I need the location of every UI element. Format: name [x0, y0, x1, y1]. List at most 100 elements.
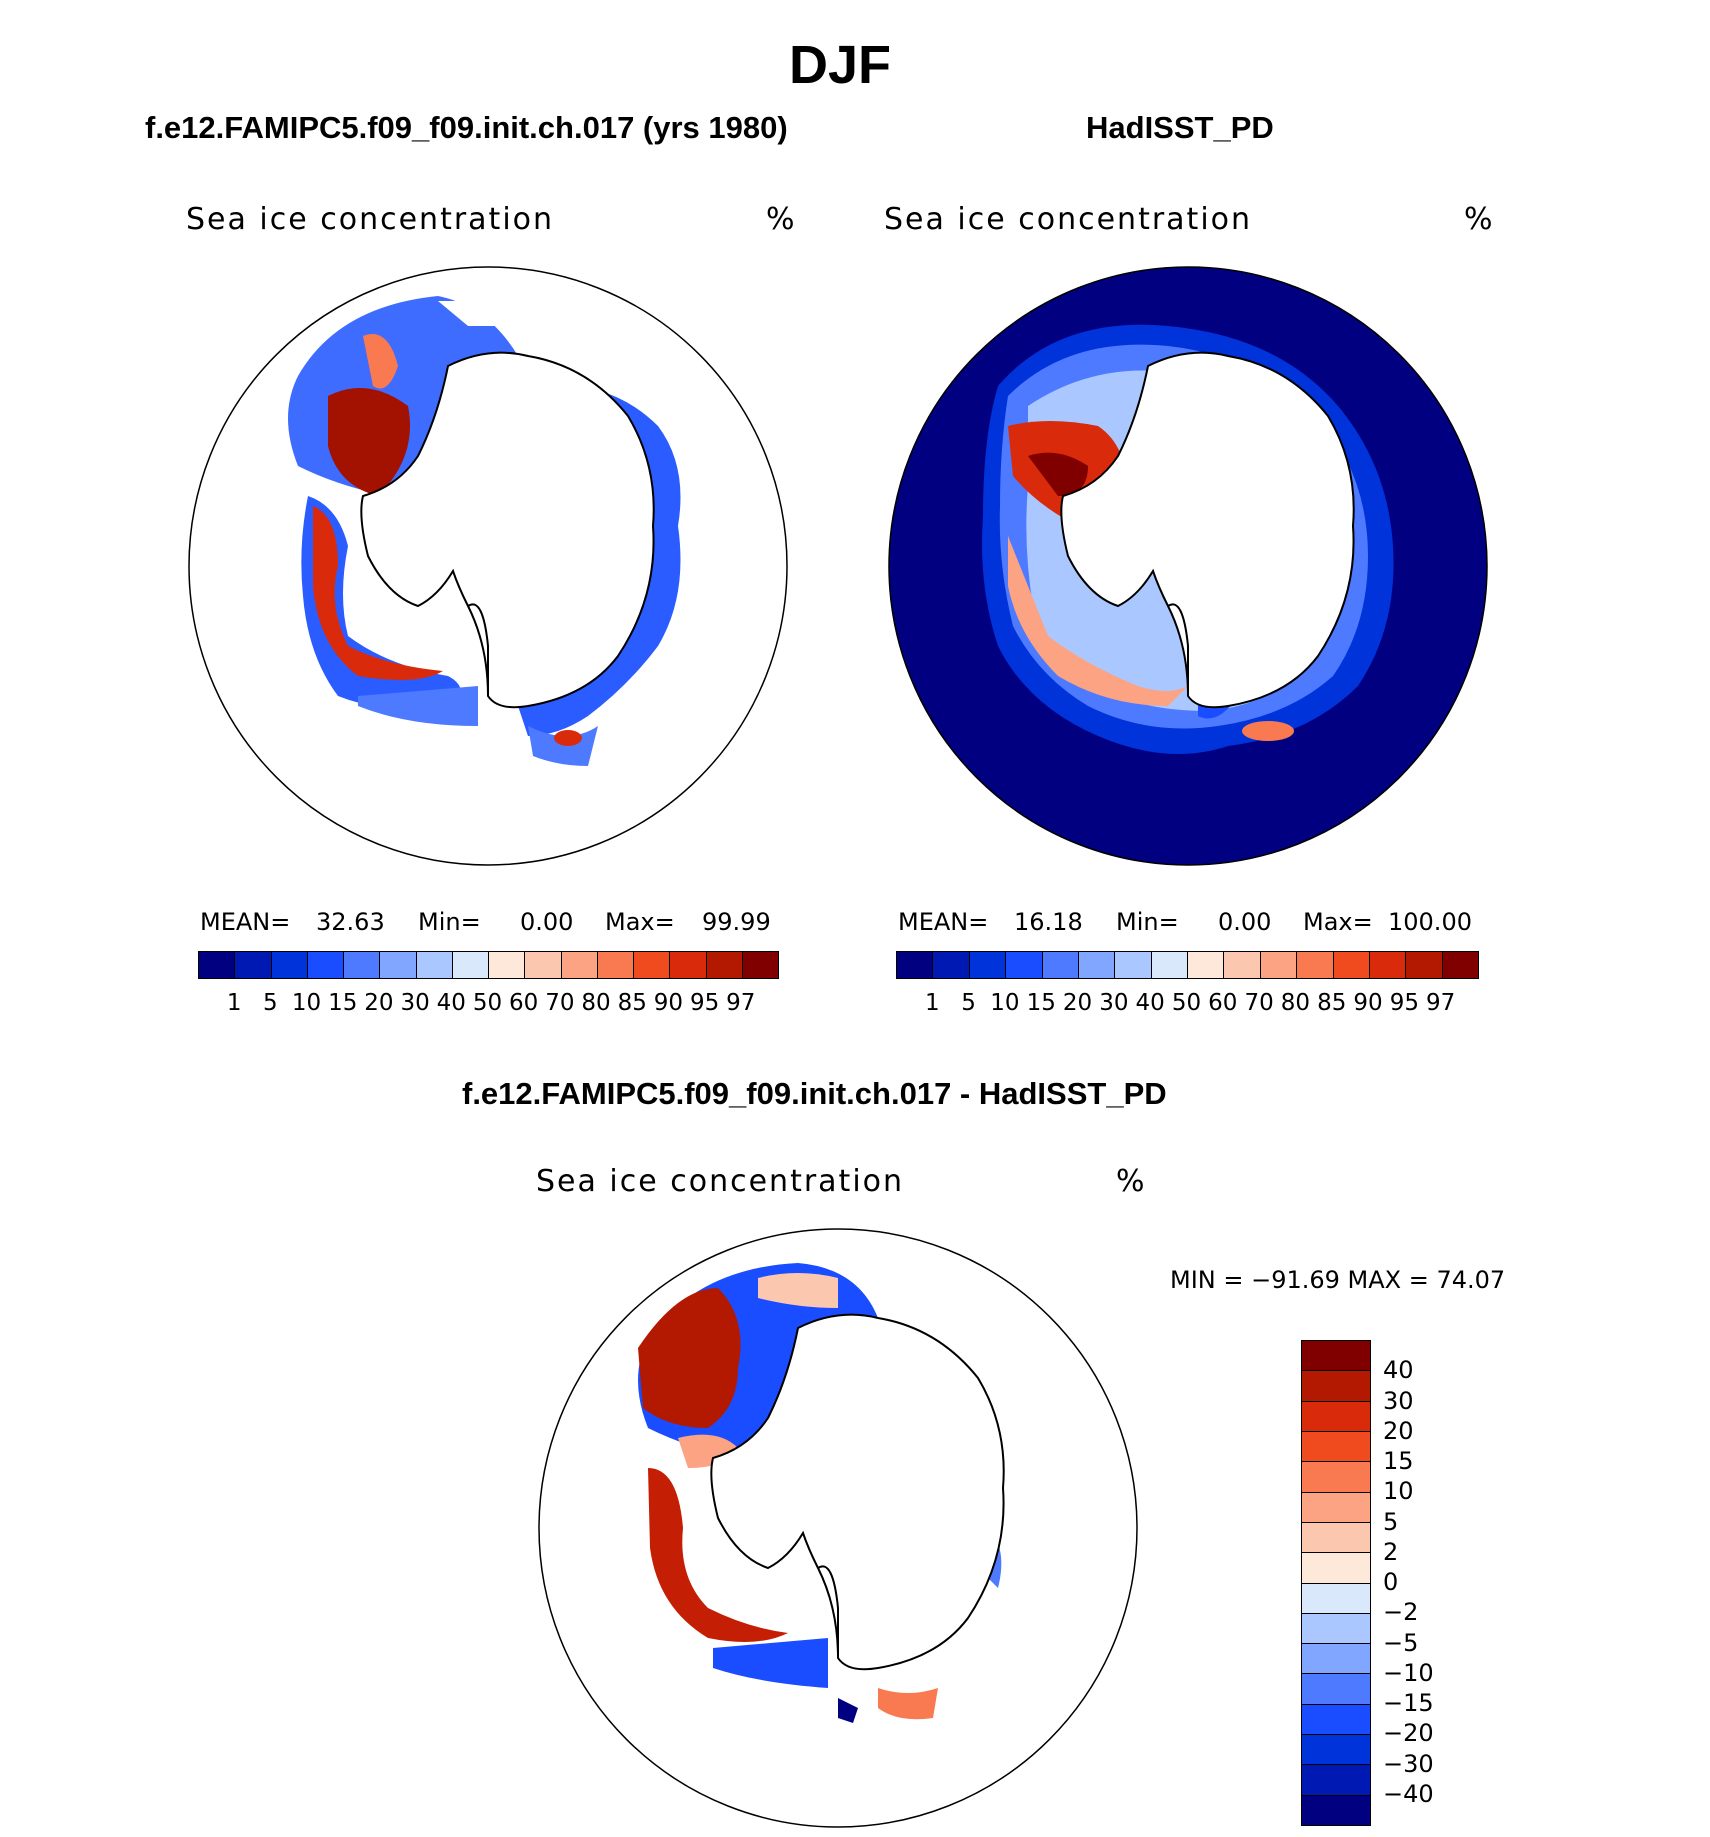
- diff-colorbar-tick-label: −20: [1383, 1719, 1434, 1748]
- model-min-label: Min=: [418, 908, 481, 936]
- obs-colorbar-tick-label: 40: [1135, 990, 1165, 1016]
- model-variable-label: Sea ice concentration: [186, 202, 555, 237]
- model-colorbar-tick-label: 50: [472, 990, 503, 1016]
- diff-colorbar-tick-label: 2: [1383, 1537, 1399, 1566]
- model-colorbar-segment: [380, 952, 417, 978]
- model-colorbar-segment: [489, 952, 526, 978]
- obs-colorbar: [896, 951, 1479, 979]
- diff-colorbar-segment: [1302, 1583, 1370, 1614]
- diff-colorbar-segment: [1302, 1371, 1370, 1402]
- model-colorbar-tick-label: 1: [226, 990, 242, 1016]
- model-colorbar-tick-label: 70: [545, 990, 575, 1016]
- model-weddell-core: [328, 388, 410, 496]
- diff-minmax: MIN = −91.69 MAX = 74.07: [1170, 1266, 1506, 1294]
- diff-colorbar-tick-label: −30: [1383, 1749, 1434, 1778]
- diff-colorbar-segment: [1302, 1704, 1370, 1736]
- model-colorbar-tick-label: 95: [689, 990, 720, 1016]
- model-panel-title: f.e12.FAMIPC5.f09_f09.init.ch.017 (yrs 1…: [145, 110, 788, 145]
- obs-colorbar-segment: [1078, 952, 1116, 978]
- model-colorbar-tick-label: 60: [509, 990, 539, 1016]
- model-colorbar-segment: [235, 952, 272, 978]
- obs-colorbar-tick-label: 5: [961, 990, 976, 1016]
- diff-colorbar-segment: [1302, 1765, 1370, 1796]
- model-colorbar-segment: [706, 952, 743, 978]
- model-colorbar: [198, 951, 779, 979]
- diff-weddell-positive: [638, 1288, 741, 1428]
- model-colorbar-segment: [634, 952, 671, 978]
- model-colorbar-segment: [271, 952, 308, 978]
- model-colorbar-tick-label: 90: [653, 990, 684, 1016]
- obs-colorbar-segment: [1297, 952, 1334, 978]
- obs-colorbar-segment: [969, 952, 1007, 978]
- obs-colorbar-tick-label: 1: [924, 990, 940, 1016]
- diff-colorbar-tick-label: 5: [1383, 1507, 1399, 1536]
- obs-colorbar-segment: [1115, 952, 1152, 978]
- diff-colorbar-segment: [1302, 1613, 1370, 1645]
- obs-colorbar-segment: [1042, 952, 1079, 978]
- model-colorbar-segment: [307, 952, 344, 978]
- model-colorbar-tick-label: 40: [436, 990, 466, 1016]
- diff-colorbar-segment: [1302, 1431, 1370, 1463]
- obs-mean-value: 16.18: [1014, 908, 1083, 936]
- model-colorbar-tick-label: 80: [581, 990, 611, 1016]
- diff-colorbar-tick-label: 20: [1383, 1416, 1414, 1445]
- model-mean-label: MEAN=: [200, 908, 291, 936]
- diff-colorbar-segment: [1302, 1341, 1370, 1372]
- diff-panel-title: f.e12.FAMIPC5.f09_f09.init.ch.017 - HadI…: [462, 1076, 1167, 1111]
- model-max-value: 99.99: [702, 908, 771, 936]
- model-polar-map: [188, 266, 788, 866]
- obs-units-label: %: [1464, 202, 1495, 237]
- obs-colorbar-ticks: 1 5 10 15 20 30 40 50 60 70 80 85 90 95 97: [896, 990, 1477, 1020]
- model-colorbar-tick-label: 10: [291, 990, 322, 1016]
- obs-colorbar-tick-label: 20: [1062, 990, 1093, 1016]
- obs-colorbar-tick-label: 95: [1389, 990, 1420, 1016]
- model-colorbar-segment: [199, 952, 236, 978]
- model-colorbar-segment: [670, 952, 707, 978]
- diff-colorbar-segment: [1302, 1553, 1370, 1584]
- diff-colorbar-segment: [1302, 1644, 1370, 1675]
- diff-colorbar-segment: [1302, 1795, 1370, 1825]
- diff-colorbar-segment: [1302, 1462, 1370, 1493]
- model-colorbar-segment: [742, 952, 778, 978]
- model-colorbar-segment: [416, 952, 453, 978]
- diff-colorbar-tick-label: −40: [1383, 1779, 1434, 1808]
- model-colorbar-segment: [452, 952, 489, 978]
- obs-colorbar-tick-label: 60: [1208, 990, 1238, 1016]
- obs-colorbar-segment: [1260, 952, 1298, 978]
- model-mean-value: 32.63: [316, 908, 385, 936]
- model-units-label: %: [766, 202, 797, 237]
- obs-mean-label: MEAN=: [898, 908, 989, 936]
- diff-variable-label: Sea ice concentration: [536, 1164, 905, 1199]
- obs-panel-title: HadISST_PD: [1086, 110, 1274, 145]
- diff-colorbar-tick-label: 40: [1383, 1356, 1414, 1385]
- obs-min-label: Min=: [1116, 908, 1179, 936]
- diff-colorbar-tick-label: −10: [1383, 1658, 1434, 1687]
- diff-colorbar-tick-label: 10: [1383, 1477, 1414, 1506]
- obs-colorbar-segment: [1151, 952, 1188, 978]
- diff-colorbar-tick-label: −2: [1383, 1598, 1419, 1627]
- diff-colorbar-tick-label: 0: [1383, 1568, 1399, 1596]
- model-min-value: 0.00: [520, 908, 574, 936]
- model-colorbar-tick-label: 97: [726, 990, 756, 1016]
- model-colorbar-tick-label: 15: [328, 990, 358, 1016]
- obs-colorbar-tick-label: 10: [990, 990, 1020, 1016]
- model-colorbar-segment: [597, 952, 634, 978]
- model-colorbar-tick-label: 20: [364, 990, 394, 1016]
- diff-colorbar-segment: [1302, 1401, 1370, 1432]
- diff-colorbar-tick-label: 15: [1383, 1447, 1414, 1475]
- obs-colorbar-segment: [1442, 952, 1478, 978]
- obs-colorbar-tick-label: 80: [1280, 990, 1311, 1016]
- model-colorbar-tick-label: 85: [617, 990, 647, 1016]
- obs-colorbar-segment: [1006, 952, 1043, 978]
- obs-colorbar-segment: [1333, 952, 1370, 978]
- model-colorbar-tick-label: 30: [400, 990, 430, 1016]
- diff-colorbar-segment: [1302, 1735, 1370, 1766]
- model-colorbar-segment: [561, 952, 598, 978]
- obs-colorbar-tick-label: 30: [1099, 990, 1129, 1016]
- obs-colorbar-tick-label: 70: [1244, 990, 1274, 1016]
- diff-polar-map: [538, 1228, 1138, 1828]
- obs-colorbar-segment: [1406, 952, 1443, 978]
- obs-colorbar-tick-label: 90: [1353, 990, 1383, 1016]
- model-colorbar-segment: [344, 952, 381, 978]
- diff-peninsula-positive: [648, 1468, 788, 1642]
